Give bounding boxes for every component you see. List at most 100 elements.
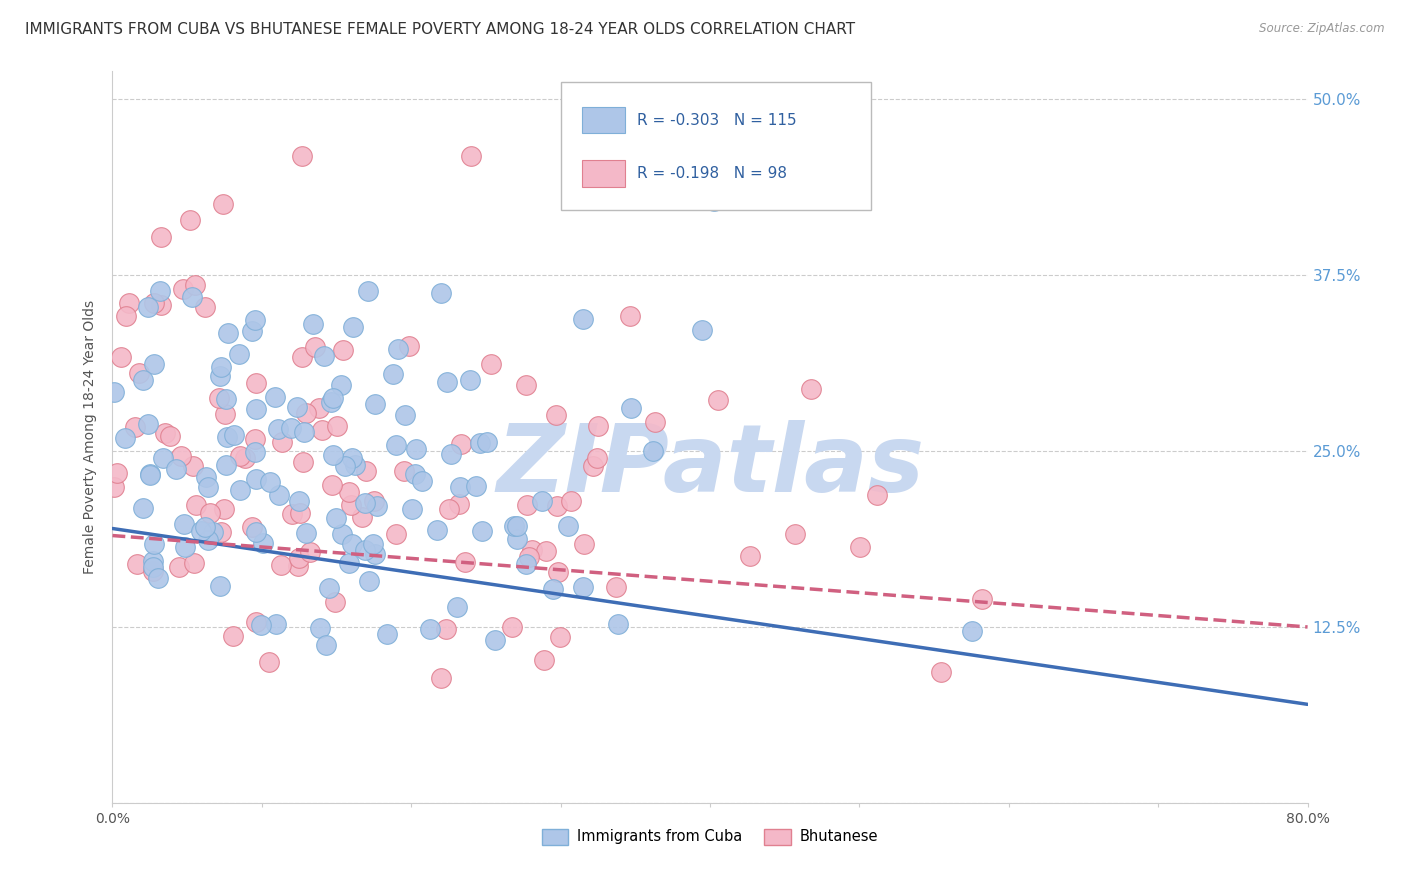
Point xyxy=(228,483,250,497)
Point xyxy=(340,450,363,465)
Point xyxy=(152,451,174,466)
Point xyxy=(475,435,498,450)
Point xyxy=(245,402,267,417)
Point xyxy=(366,499,388,513)
Point xyxy=(103,385,125,400)
Point xyxy=(419,623,441,637)
Point xyxy=(142,559,165,574)
Point xyxy=(437,502,460,516)
Point xyxy=(200,506,222,520)
Point xyxy=(354,464,377,478)
Text: R = -0.198   N = 98: R = -0.198 N = 98 xyxy=(637,166,787,181)
Point xyxy=(460,149,482,163)
Point xyxy=(315,638,337,652)
FancyBboxPatch shape xyxy=(582,161,626,186)
Point xyxy=(385,527,408,541)
Point xyxy=(114,431,136,445)
Point xyxy=(322,448,344,462)
Point xyxy=(302,317,325,331)
Point xyxy=(401,502,423,516)
Point xyxy=(585,451,607,466)
Point xyxy=(363,494,385,508)
Point xyxy=(250,618,273,632)
Point xyxy=(136,417,159,431)
Point xyxy=(322,391,344,405)
Point xyxy=(582,458,605,473)
Point xyxy=(181,459,204,474)
Point xyxy=(285,400,308,414)
Point xyxy=(217,326,239,340)
Point xyxy=(184,498,207,512)
Point xyxy=(321,478,343,492)
Point xyxy=(183,556,205,570)
Point xyxy=(240,519,263,533)
Point xyxy=(325,595,347,609)
Point xyxy=(127,558,149,572)
Point xyxy=(450,437,472,451)
Point xyxy=(165,461,187,475)
Point xyxy=(180,290,202,304)
Point xyxy=(215,430,238,444)
Point xyxy=(557,518,579,533)
Point xyxy=(197,480,219,494)
Point xyxy=(142,537,165,551)
Text: IMMIGRANTS FROM CUBA VS BHUTANESE FEMALE POVERTY AMONG 18-24 YEAR OLDS CORRELATI: IMMIGRANTS FROM CUBA VS BHUTANESE FEMALE… xyxy=(25,22,855,37)
Point xyxy=(173,517,195,532)
Point xyxy=(149,284,172,298)
Point xyxy=(142,554,165,568)
Point xyxy=(304,340,326,354)
Point xyxy=(211,196,233,211)
Point xyxy=(572,536,595,550)
Point xyxy=(546,499,568,513)
Text: ZIPatlas: ZIPatlas xyxy=(496,420,924,512)
Point xyxy=(132,501,155,516)
Point xyxy=(267,488,290,502)
Point xyxy=(267,422,290,436)
Point xyxy=(159,429,181,443)
Point xyxy=(124,420,146,434)
Point xyxy=(398,339,420,353)
Point xyxy=(311,423,333,437)
Point xyxy=(308,401,330,416)
Point xyxy=(114,309,136,323)
Point xyxy=(468,436,491,450)
Point xyxy=(264,617,287,632)
Point xyxy=(214,392,236,407)
FancyBboxPatch shape xyxy=(582,107,626,134)
Point xyxy=(326,418,349,433)
Point xyxy=(394,409,416,423)
Point xyxy=(132,373,155,387)
Point xyxy=(138,468,160,483)
Point xyxy=(359,574,381,589)
Point xyxy=(194,300,217,314)
Point xyxy=(458,373,481,387)
Point xyxy=(128,366,150,380)
Point xyxy=(143,296,166,310)
Point xyxy=(364,547,387,561)
Point xyxy=(314,349,336,363)
Point xyxy=(449,480,471,494)
Point xyxy=(318,581,340,595)
Point xyxy=(287,559,309,574)
Y-axis label: Female Poverty Among 18-24 Year Olds: Female Poverty Among 18-24 Year Olds xyxy=(83,300,97,574)
Point xyxy=(209,525,232,540)
Point xyxy=(291,149,314,163)
Point xyxy=(136,300,159,314)
Point xyxy=(174,540,197,554)
Point xyxy=(118,296,141,310)
Point xyxy=(142,564,165,578)
Point xyxy=(194,519,217,533)
Point xyxy=(209,359,232,374)
Point xyxy=(309,620,332,634)
Point xyxy=(446,599,468,614)
Point xyxy=(404,467,426,482)
Point xyxy=(245,376,267,391)
Point xyxy=(547,565,569,579)
Point xyxy=(259,475,281,489)
Point xyxy=(361,537,384,551)
Point xyxy=(644,415,666,429)
Point xyxy=(972,591,994,606)
Point xyxy=(501,620,523,634)
Point xyxy=(201,524,224,539)
Point xyxy=(287,494,309,508)
